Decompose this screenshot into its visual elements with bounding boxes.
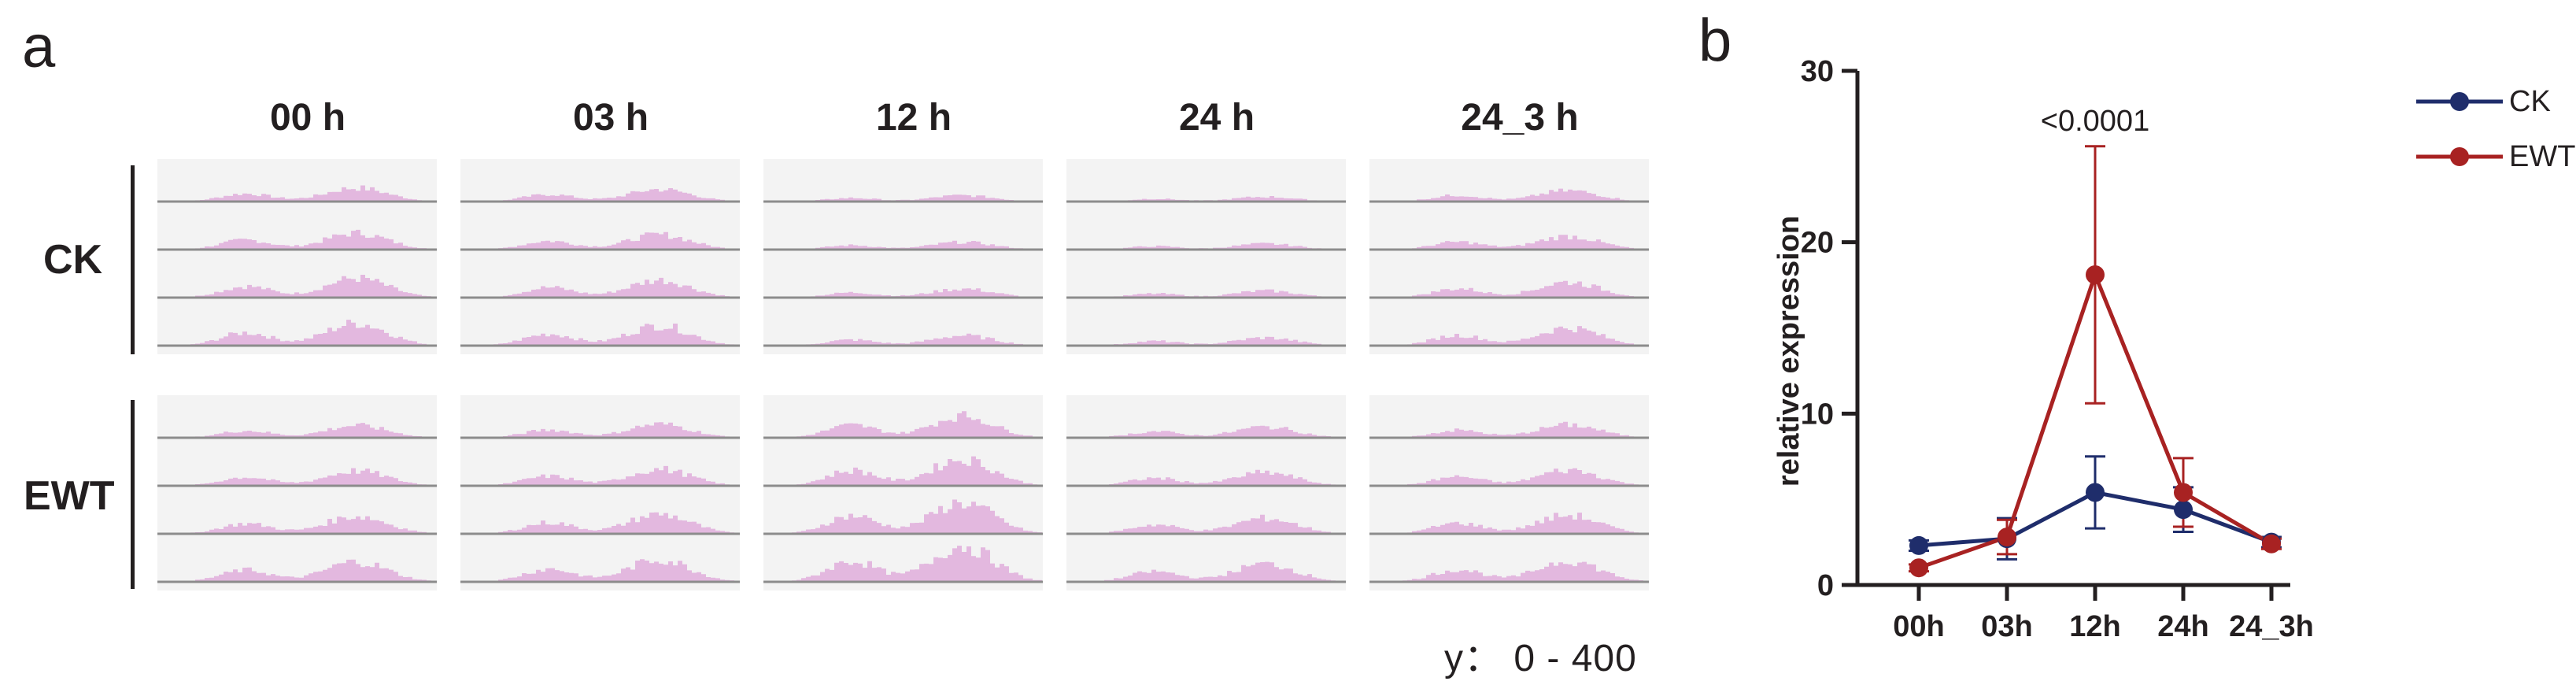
coverage-profile [763, 499, 1043, 534]
track-panel-ck-2 [460, 159, 740, 354]
track-svg [763, 411, 1043, 583]
track-y-range-label: y： 0 - 400 [1444, 638, 1637, 679]
coverage-profile [460, 559, 740, 582]
group-bracket-ck [131, 165, 135, 354]
track-panel-ewt-3 [763, 395, 1043, 590]
data-point-ewt [2262, 534, 2281, 553]
x-tick-label: 24h [2157, 610, 2208, 643]
x-tick-label: 12h [2069, 610, 2120, 643]
coverage-profile [1066, 242, 1346, 250]
coverage-profile [763, 546, 1043, 582]
track-panel-ewt-1 [157, 395, 437, 590]
coverage-profile [763, 288, 1043, 298]
coverage-profile [460, 422, 740, 438]
track-panel-ck-1 [157, 159, 437, 354]
coverage-profile [1066, 336, 1346, 346]
coverage-profile [1369, 421, 1649, 438]
coverage-profile [157, 468, 437, 486]
y-tick-label: 30 [1801, 55, 1834, 88]
coverage-profile [157, 423, 437, 438]
data-point-ck [2174, 500, 2193, 520]
coverage-profile [1369, 280, 1649, 298]
y-tick-label: 10 [1801, 398, 1834, 431]
column-header-12h: 12 h [875, 97, 952, 139]
group-label-ewt: EWT [24, 473, 115, 519]
legend-marker-ck [2416, 92, 2503, 111]
track-svg [763, 194, 1043, 347]
track-panel-ewt-2 [460, 395, 740, 590]
track-svg [1066, 196, 1346, 347]
chart-axes: 0 10 20 30 00h 03h 12h 24h 24_3h [1801, 55, 2314, 643]
coverage-profile [1066, 514, 1346, 534]
column-header-00h: 00 h [269, 97, 346, 139]
track-svg [157, 185, 437, 347]
x-tick-label: 00h [1893, 610, 1944, 643]
expression-line-chart: 0 10 20 30 00h 03h 12h 24h 24_3h relative expres… [1772, 55, 2314, 643]
coverage-profile [763, 411, 1043, 438]
group-bracket-ewt [131, 400, 135, 589]
coverage-profile [1369, 561, 1649, 582]
coverage-profile [157, 229, 437, 250]
y-axis-label: relative expression [1772, 216, 1805, 487]
track-svg [460, 422, 740, 583]
coverage-profile [157, 516, 437, 534]
track-svg [157, 423, 437, 583]
track-panel-ck-5 [1369, 159, 1649, 354]
coverage-profile [157, 185, 437, 202]
track-panel-ck-4 [1066, 159, 1346, 354]
data-point-ewt [2086, 265, 2105, 284]
coverage-profile [157, 320, 437, 346]
data-point-ewt [2174, 483, 2193, 502]
coverage-profile [1369, 188, 1649, 202]
coverage-profile [460, 324, 740, 346]
data-point-ck [2086, 483, 2105, 502]
legend-label-ck: CK [2509, 85, 2551, 118]
coverage-profile [763, 240, 1043, 250]
coverage-profile [460, 277, 740, 298]
coverage-profile [460, 465, 740, 486]
y-tick-label: 0 [1817, 569, 1834, 602]
track-svg [1369, 421, 1649, 583]
group-label-ck: CK [43, 237, 103, 283]
coverage-profile [460, 188, 740, 202]
coverage-profile [157, 559, 437, 582]
p-value-annotation: <0.0001 [2041, 105, 2149, 138]
coverage-profile [1066, 196, 1346, 202]
coverage-profile [460, 231, 740, 250]
data-point-ewt [1998, 528, 2016, 547]
panel-b-letter: b [1698, 7, 1732, 74]
track-panel-ewt-5 [1369, 395, 1649, 590]
track-svg [1369, 188, 1649, 347]
coverage-profile [763, 194, 1043, 202]
data-point-ck [1909, 535, 1928, 555]
track-panel-ck-3 [763, 159, 1043, 354]
track-panel-ewt-4 [1066, 395, 1346, 590]
coverage-profile [1369, 513, 1649, 534]
legend-marker-ewt [2416, 147, 2503, 166]
coverage-profile [763, 456, 1043, 486]
track-svg [1066, 425, 1346, 583]
coverage-profile [1066, 425, 1346, 438]
x-tick-label: 03h [1981, 610, 2032, 643]
coverage-profile [1369, 326, 1649, 346]
column-header-24-3h: 24_3 h [1461, 97, 1579, 139]
coverage-profile [763, 333, 1043, 346]
panel-a-letter: a [22, 13, 56, 80]
x-tick-label: 24_3h [2229, 610, 2314, 643]
coverage-profile [157, 275, 437, 298]
legend-label-ewt: EWT [2509, 140, 2576, 173]
coverage-profile [1066, 469, 1346, 486]
coverage-profile [1369, 235, 1649, 250]
data-point-ewt [1909, 558, 1928, 578]
column-header-24h: 24 h [1178, 97, 1255, 139]
y-tick-label: 20 [1801, 227, 1834, 260]
coverage-profile [1066, 561, 1346, 582]
coverage-profile [1369, 468, 1649, 486]
track-svg [460, 188, 740, 347]
coverage-profile [460, 512, 740, 534]
chart-series [1909, 145, 2282, 578]
column-header-03h: 03 h [572, 97, 649, 139]
coverage-profile [1066, 289, 1346, 298]
